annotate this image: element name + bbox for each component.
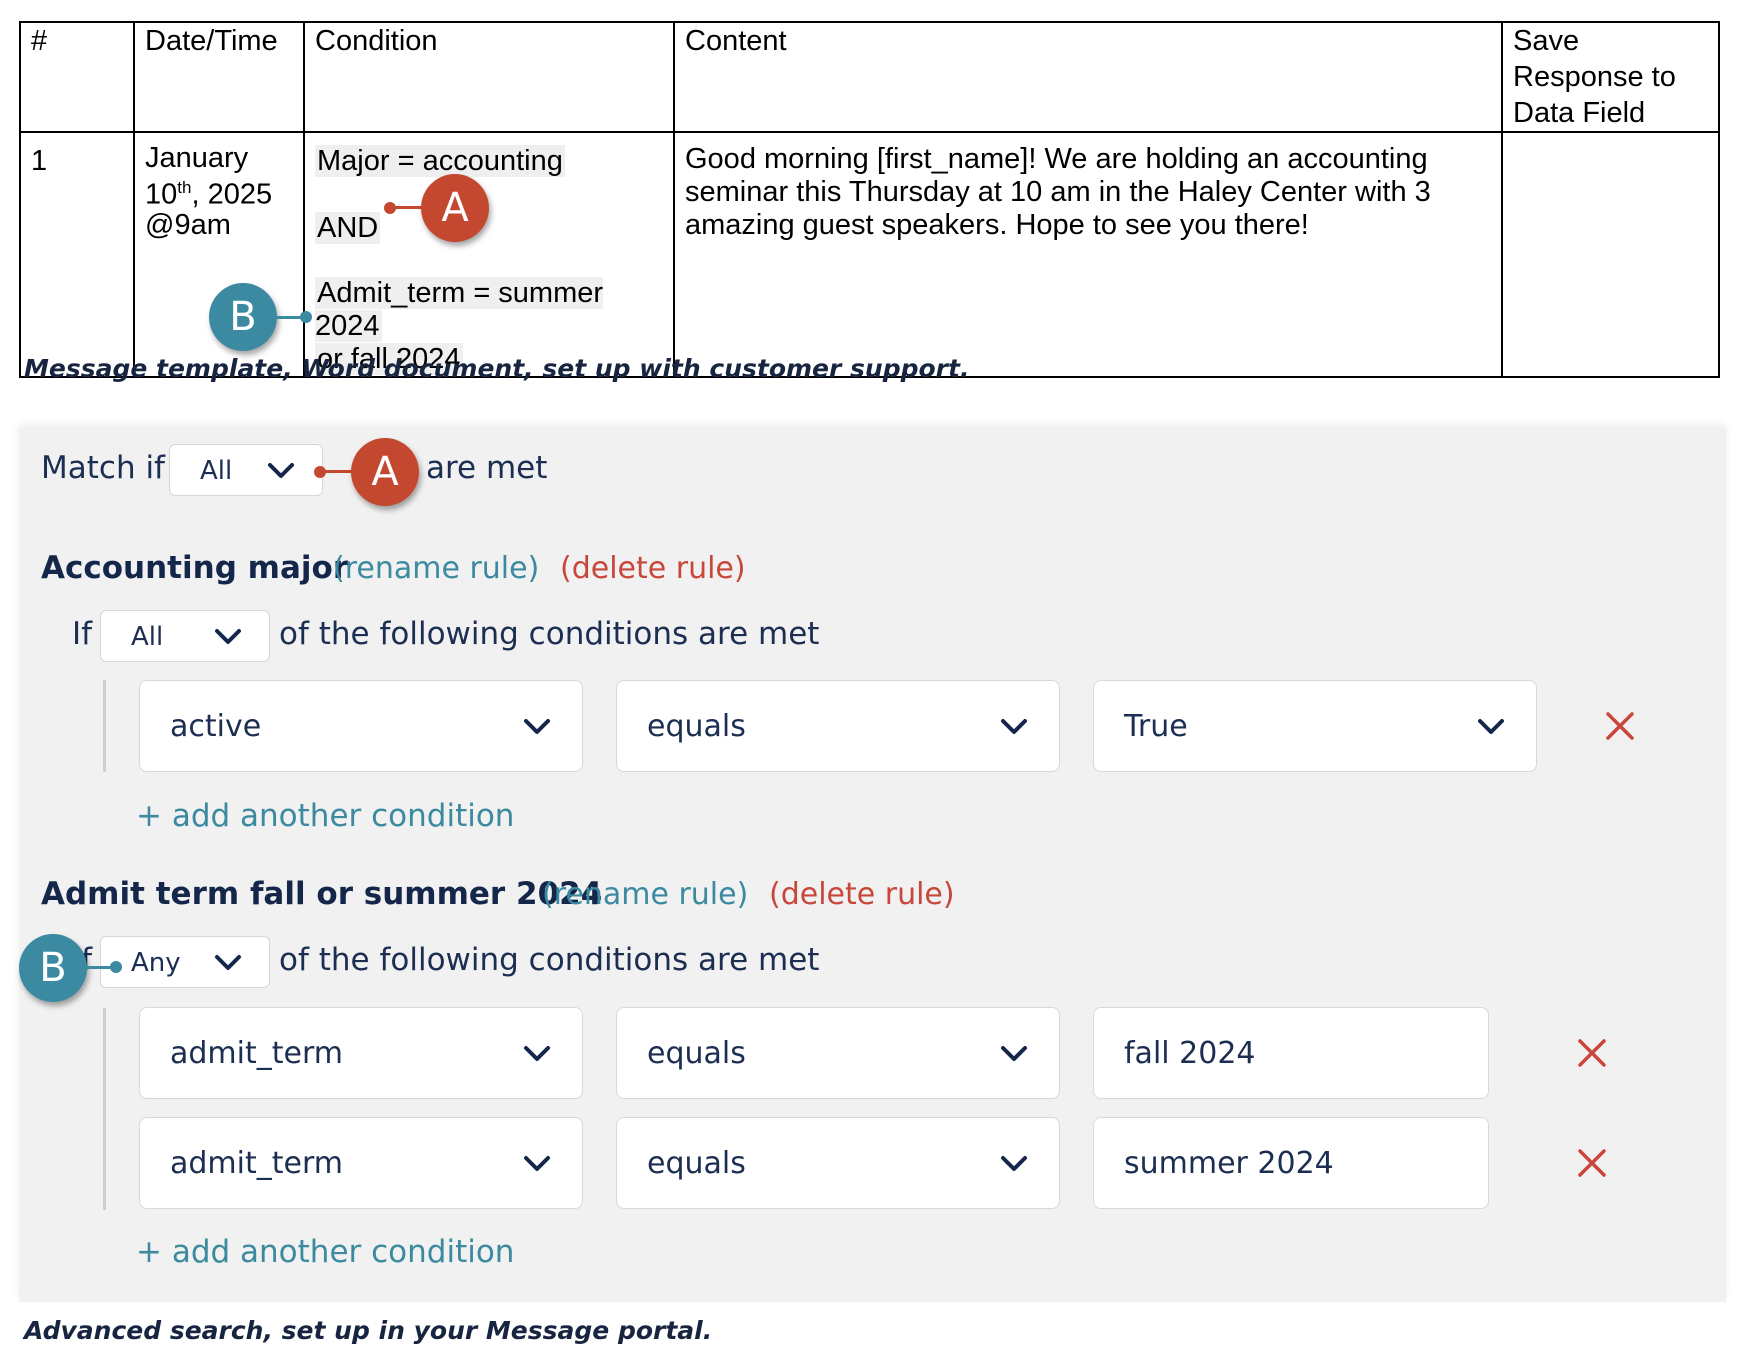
condition-field-value: admit_term bbox=[170, 1036, 343, 1071]
chevron-down-icon bbox=[524, 719, 550, 734]
table-header-row: # Date/Time Condition Content Save Respo… bbox=[19, 21, 1720, 133]
add-condition-link[interactable]: + add another condition bbox=[136, 1234, 515, 1270]
header-condition: Condition bbox=[303, 21, 675, 133]
condition-field-select[interactable]: admit_term bbox=[139, 1007, 583, 1099]
rule-match-select-value: Any bbox=[131, 948, 181, 978]
rule-match-select-value: All bbox=[131, 622, 164, 652]
advanced-search-panel: Match if All are met Accounting major (r… bbox=[19, 428, 1726, 1302]
marker-a-table: A bbox=[421, 174, 489, 242]
match-select-value: All bbox=[200, 456, 233, 486]
condition-field-value: admit_term bbox=[170, 1146, 343, 1181]
delete-rule-link[interactable]: (delete rule) bbox=[560, 551, 746, 586]
marker-b-dot-table bbox=[300, 311, 312, 323]
row-condition: Major = accounting AND Admit_term = summ… bbox=[303, 131, 675, 378]
condition-group-bar bbox=[103, 680, 106, 772]
row-number-text: 1 bbox=[31, 145, 48, 177]
content-text: Good morning [first_name]! We are holdin… bbox=[685, 143, 1431, 241]
rename-rule-link[interactable]: (rename rule) bbox=[333, 551, 540, 586]
chevron-down-icon bbox=[1001, 719, 1027, 734]
row-number: 1 bbox=[19, 131, 135, 378]
marker-a-leader-table bbox=[392, 206, 428, 209]
rule-if-label: If bbox=[72, 616, 93, 652]
add-condition-link[interactable]: + add another condition bbox=[136, 798, 515, 834]
rule-conditions-label: of the following conditions are met bbox=[279, 616, 820, 652]
condition-major: Major = accounting bbox=[315, 145, 565, 177]
marker-a-dot-portal bbox=[314, 466, 326, 478]
condition-value-text: fall 2024 bbox=[1124, 1036, 1256, 1071]
chevron-down-icon bbox=[215, 629, 241, 644]
date-time-text: January 10th, 2025 @9am bbox=[145, 143, 293, 240]
marker-b-portal: B bbox=[19, 934, 87, 1002]
condition-value-input[interactable]: summer 2024 bbox=[1093, 1117, 1489, 1209]
date-time: @9am bbox=[145, 208, 231, 241]
table-row: 1 January 10th, 2025 @9am Major = accoun… bbox=[19, 131, 1720, 378]
header-content: Content bbox=[673, 21, 1503, 133]
chevron-down-icon bbox=[268, 463, 294, 478]
date-month: January bbox=[145, 142, 249, 174]
chevron-down-icon bbox=[1001, 1046, 1027, 1061]
marker-b-dot-portal bbox=[110, 961, 122, 973]
rule-match-select[interactable]: All bbox=[100, 610, 270, 662]
row-save-response bbox=[1501, 131, 1720, 378]
condition-value-input[interactable]: fall 2024 bbox=[1093, 1007, 1489, 1099]
match-select[interactable]: All bbox=[169, 444, 323, 496]
rename-rule-link[interactable]: (rename rule) bbox=[542, 877, 749, 912]
marker-b-leader-portal bbox=[86, 966, 114, 969]
row-content: Good morning [first_name]! We are holdin… bbox=[673, 131, 1503, 378]
delete-condition-icon[interactable] bbox=[1605, 711, 1635, 741]
condition-value-select[interactable]: True bbox=[1093, 680, 1537, 772]
match-if-label: Match if bbox=[41, 450, 165, 486]
date-day-line: 10th, 2025 bbox=[145, 173, 293, 210]
chevron-down-icon bbox=[1001, 1156, 1027, 1171]
condition-operator-select[interactable]: equals bbox=[616, 1117, 1060, 1209]
condition-value-text: True bbox=[1124, 709, 1188, 744]
rule-conditions-label: of the following conditions are met bbox=[279, 942, 820, 978]
marker-a-dot-table bbox=[384, 202, 396, 214]
condition-operator-select[interactable]: equals bbox=[616, 680, 1060, 772]
condition-or-fall: or fall 2024 bbox=[315, 343, 463, 375]
rule-title-accounting-major: Accounting major bbox=[41, 550, 349, 586]
chevron-down-icon bbox=[524, 1156, 550, 1171]
chevron-down-icon bbox=[1478, 719, 1504, 734]
chevron-down-icon bbox=[215, 955, 241, 970]
condition-field-value: active bbox=[170, 709, 262, 744]
condition-text: Major = accounting AND Admit_term = summ… bbox=[315, 143, 663, 376]
rule-match-select[interactable]: Any bbox=[100, 936, 270, 988]
date-day: 10 bbox=[145, 178, 178, 211]
delete-condition-icon[interactable] bbox=[1577, 1038, 1607, 1068]
marker-b-leader-table bbox=[276, 316, 304, 319]
delete-rule-link[interactable]: (delete rule) bbox=[769, 877, 955, 912]
date-year: , 2025 bbox=[191, 178, 273, 211]
caption-word-template: Message template, Word document, set up … bbox=[24, 354, 970, 383]
condition-operator-value: equals bbox=[647, 1036, 746, 1071]
condition-operator-select[interactable]: equals bbox=[616, 1007, 1060, 1099]
condition-group-bar bbox=[103, 1008, 106, 1210]
condition-field-select[interactable]: active bbox=[139, 680, 583, 772]
marker-a-leader-portal bbox=[322, 470, 358, 473]
condition-and: AND bbox=[315, 212, 381, 244]
marker-a-portal: A bbox=[351, 438, 419, 506]
chevron-down-icon bbox=[524, 1046, 550, 1061]
match-are-met-label: are met bbox=[426, 450, 548, 486]
condition-field-select[interactable]: admit_term bbox=[139, 1117, 583, 1209]
delete-condition-icon[interactable] bbox=[1577, 1148, 1607, 1178]
condition-admit-term: Admit_term = summer 2024 bbox=[315, 277, 604, 342]
condition-operator-value: equals bbox=[647, 709, 746, 744]
date-suffix: th bbox=[177, 178, 192, 197]
caption-message-portal: Advanced search, set up in your Message … bbox=[24, 1316, 713, 1345]
rule-title-admit-term: Admit term fall or summer 2024 bbox=[41, 876, 603, 912]
header-save-response: Save Response to Data Field bbox=[1501, 21, 1720, 133]
header-date-time: Date/Time bbox=[133, 21, 305, 133]
marker-b-table: B bbox=[209, 283, 277, 351]
condition-operator-value: equals bbox=[647, 1146, 746, 1181]
condition-value-text: summer 2024 bbox=[1124, 1146, 1334, 1181]
header-number: # bbox=[19, 21, 135, 133]
